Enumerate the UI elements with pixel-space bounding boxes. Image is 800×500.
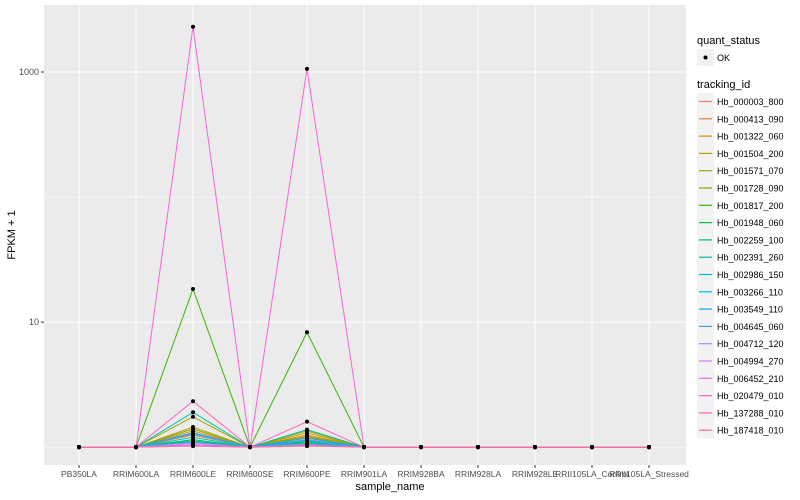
data-point [191, 444, 195, 449]
data-point [305, 444, 309, 449]
x-tick-label: RRIM600PE [283, 469, 331, 479]
legend-label: Hb_001571_070 [717, 166, 784, 176]
legend-point-icon [703, 55, 708, 60]
data-point [647, 445, 651, 450]
legend-label: Hb_003549_110 [717, 305, 783, 315]
legend-label: Hb_006452_210 [717, 374, 784, 384]
data-point [191, 426, 195, 431]
y-axis-title: FPKM + 1 [6, 210, 18, 259]
legend-label: Hb_000413_090 [717, 114, 784, 124]
data-point [191, 286, 195, 291]
x-tick-label: RRIM928LA [455, 469, 502, 479]
data-point [533, 445, 537, 450]
color-legend-title: tracking_id [697, 79, 750, 91]
data-point [191, 414, 195, 419]
y-tick-label: 10 [29, 317, 39, 327]
data-point [362, 445, 366, 450]
legend-label: Hb_004994_270 [717, 357, 784, 367]
data-point [305, 438, 309, 443]
x-tick-label: RRIM928LE [512, 469, 559, 479]
shape-legend-title: quant_status [697, 35, 760, 47]
data-point [476, 445, 480, 450]
legend-label: Hb_187418_010 [717, 426, 784, 436]
y-tick-label: 1000 [19, 67, 39, 77]
data-point [305, 427, 309, 432]
legend-label: Hb_002986_150 [717, 270, 784, 280]
x-tick-label: RRIM600LE [170, 469, 217, 479]
x-tick-label: RRIM901LA [341, 469, 388, 479]
legend-label: Hb_004712_120 [717, 339, 784, 349]
x-tick-label: PB350LA [61, 469, 97, 479]
x-tick-label: RRIM928BA [397, 469, 445, 479]
legend-label: OK [717, 53, 730, 63]
legend-label: Hb_002259_100 [717, 235, 784, 245]
data-point [191, 410, 195, 415]
data-point [77, 445, 81, 450]
legend-label: Hb_001817_200 [717, 201, 784, 211]
data-point [191, 435, 195, 440]
x-tick-label: RRIM600LA [113, 469, 160, 479]
x-tick-label: RRIM600SE [226, 469, 274, 479]
data-point [191, 431, 195, 436]
data-point [248, 445, 252, 450]
data-point [419, 445, 423, 450]
x-axis-title: sample_name [355, 481, 424, 493]
legend-label: Hb_001728_090 [717, 184, 784, 194]
legend-label: Hb_137288_010 [717, 408, 784, 418]
legend-label: Hb_001322_060 [717, 132, 784, 142]
data-point [590, 445, 594, 450]
data-point [191, 399, 195, 404]
x-tick-label: RRII105LA_Control [555, 469, 629, 479]
legend-label: Hb_020479_010 [717, 391, 784, 401]
legend-label: Hb_002391_260 [717, 253, 784, 263]
legend-label: Hb_004645_060 [717, 322, 784, 332]
legend-label: Hb_003266_110 [717, 287, 783, 297]
data-point [134, 445, 138, 450]
legend-label: Hb_001504_200 [717, 149, 784, 159]
data-point [305, 66, 309, 71]
data-point [305, 419, 309, 424]
legend-label: Hb_001948_060 [717, 218, 784, 228]
data-point [191, 24, 195, 29]
legend-label: Hb_000003_800 [717, 97, 784, 107]
data-point [305, 330, 309, 335]
plot-panel [44, 5, 686, 465]
x-tick-label: RRII105LA_Stressed [609, 469, 689, 479]
